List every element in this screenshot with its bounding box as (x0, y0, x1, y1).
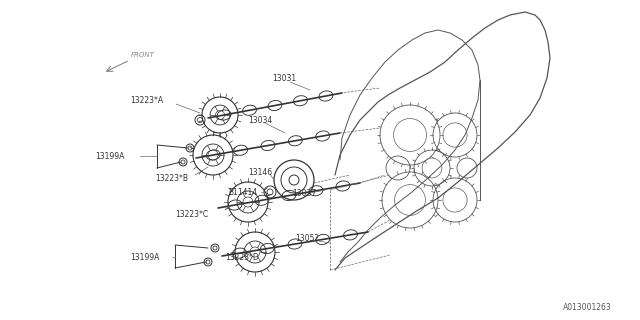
Text: A013001263: A013001263 (563, 303, 612, 313)
Text: 13146: 13146 (248, 167, 272, 177)
Text: B11414: B11414 (228, 188, 257, 196)
Text: 13037: 13037 (292, 188, 316, 197)
Text: 13031: 13031 (272, 74, 296, 83)
Text: FRONT: FRONT (131, 52, 155, 58)
Text: 13034: 13034 (248, 116, 272, 124)
Text: 13052: 13052 (295, 234, 319, 243)
Text: 13199A: 13199A (130, 252, 159, 261)
Text: 13223*A: 13223*A (130, 95, 163, 105)
Text: 13223*C: 13223*C (175, 210, 208, 219)
Text: 13223*D: 13223*D (225, 253, 259, 262)
Text: 13223*B: 13223*B (155, 173, 188, 182)
Text: 13199A: 13199A (95, 151, 124, 161)
